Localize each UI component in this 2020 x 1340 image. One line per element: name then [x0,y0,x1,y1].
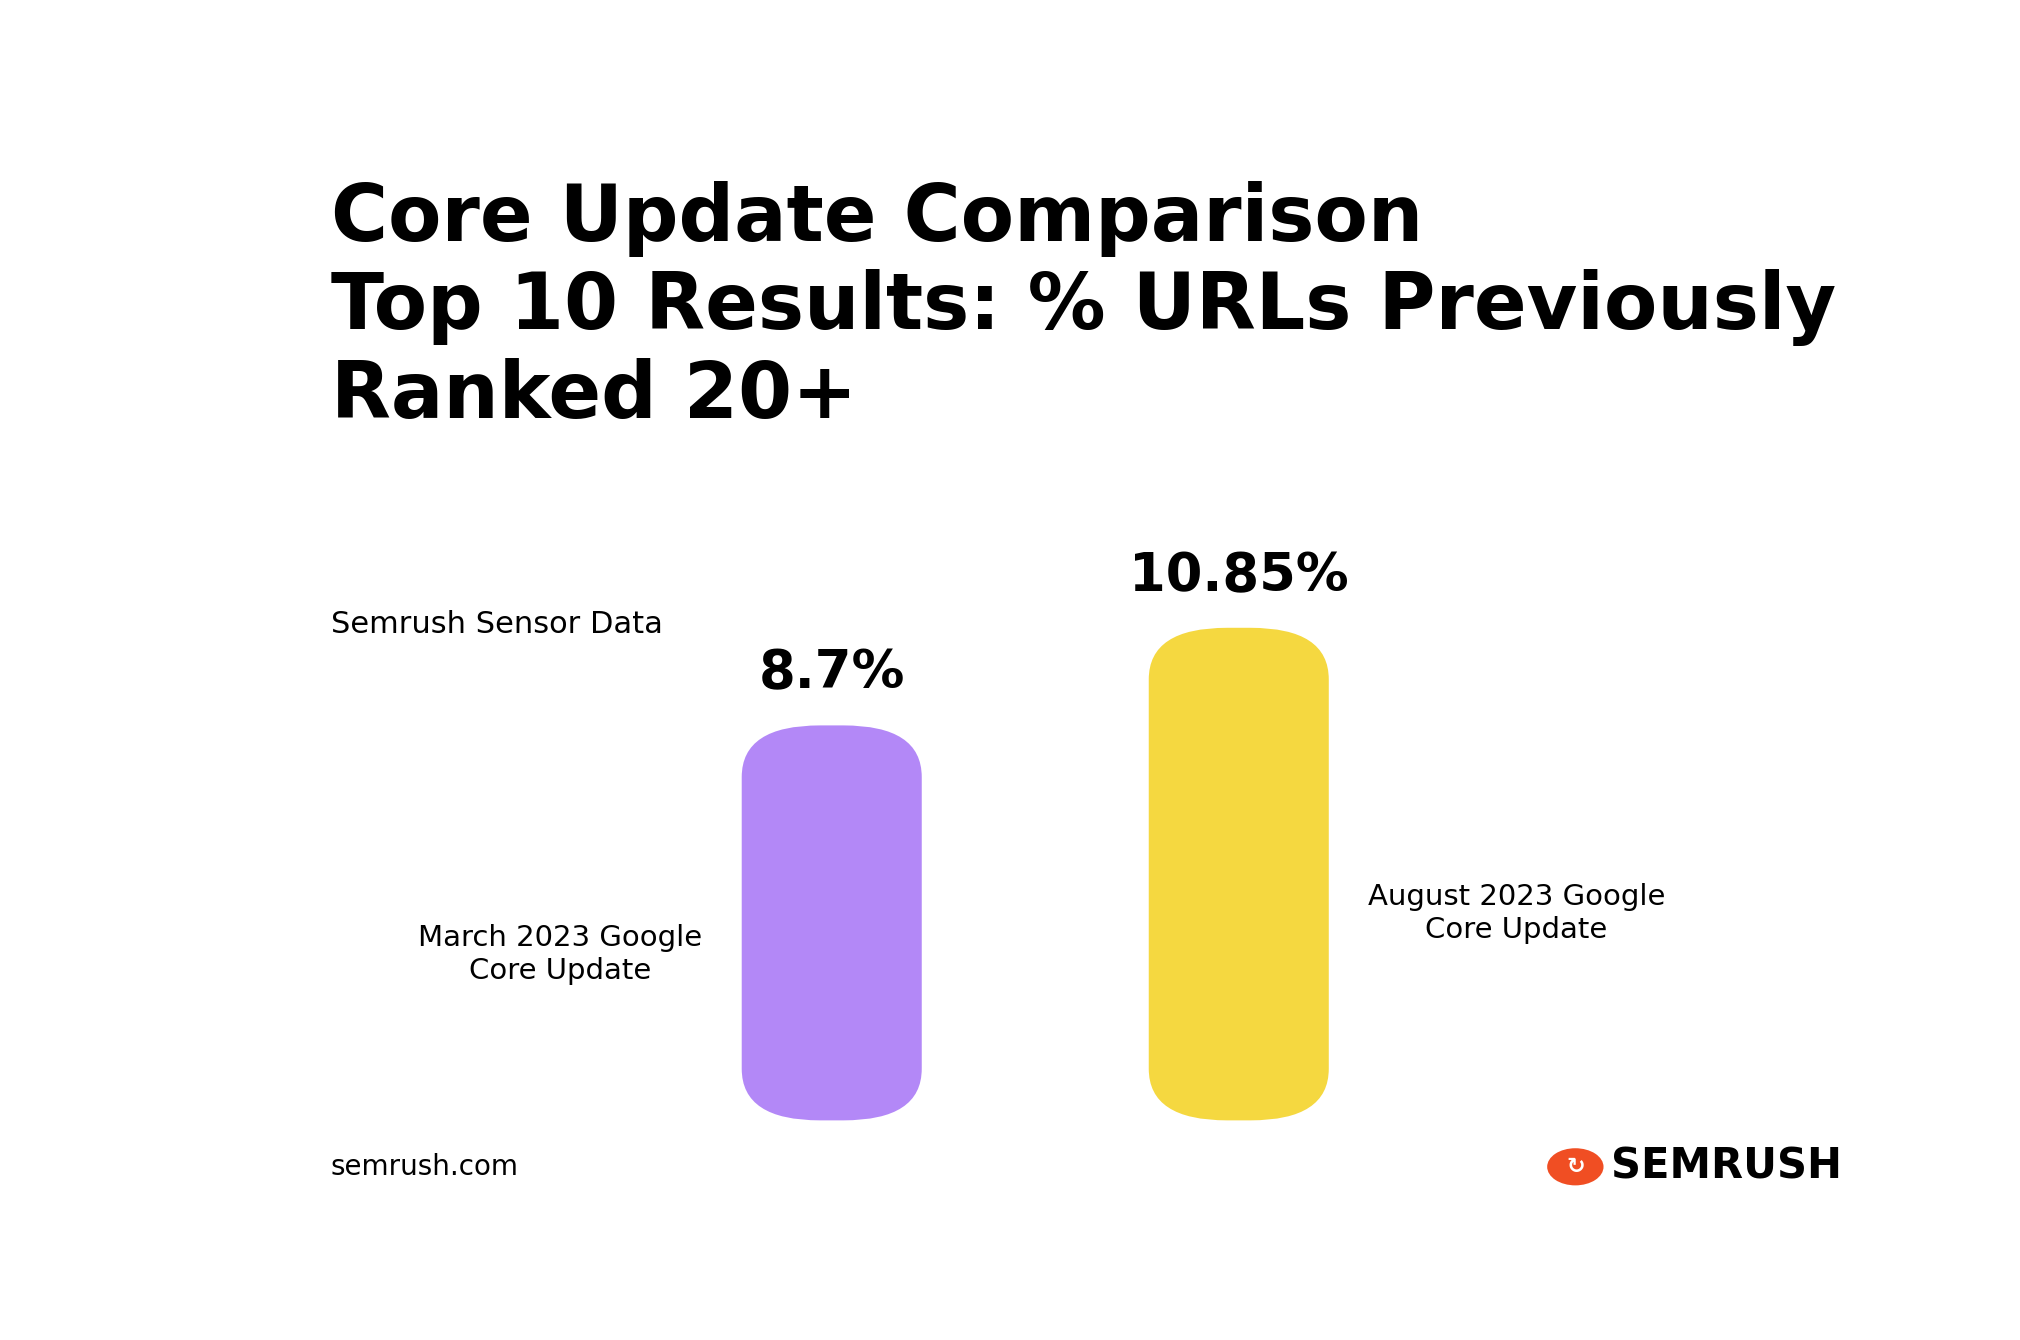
Text: Semrush Sensor Data: Semrush Sensor Data [331,610,663,639]
Text: 8.7%: 8.7% [760,647,905,699]
FancyBboxPatch shape [1149,628,1329,1120]
Circle shape [1547,1148,1604,1186]
Text: ↻: ↻ [1566,1156,1584,1177]
Text: SEMRUSH: SEMRUSH [1612,1146,1842,1187]
Text: March 2023 Google
Core Update: March 2023 Google Core Update [418,925,703,985]
Text: Core Update Comparison
Top 10 Results: % URLs Previously
Ranked 20+: Core Update Comparison Top 10 Results: %… [331,181,1836,434]
Text: 10.85%: 10.85% [1129,549,1349,602]
Text: semrush.com: semrush.com [331,1152,519,1181]
FancyBboxPatch shape [741,725,921,1120]
Text: August 2023 Google
Core Update: August 2023 Google Core Update [1368,883,1664,943]
